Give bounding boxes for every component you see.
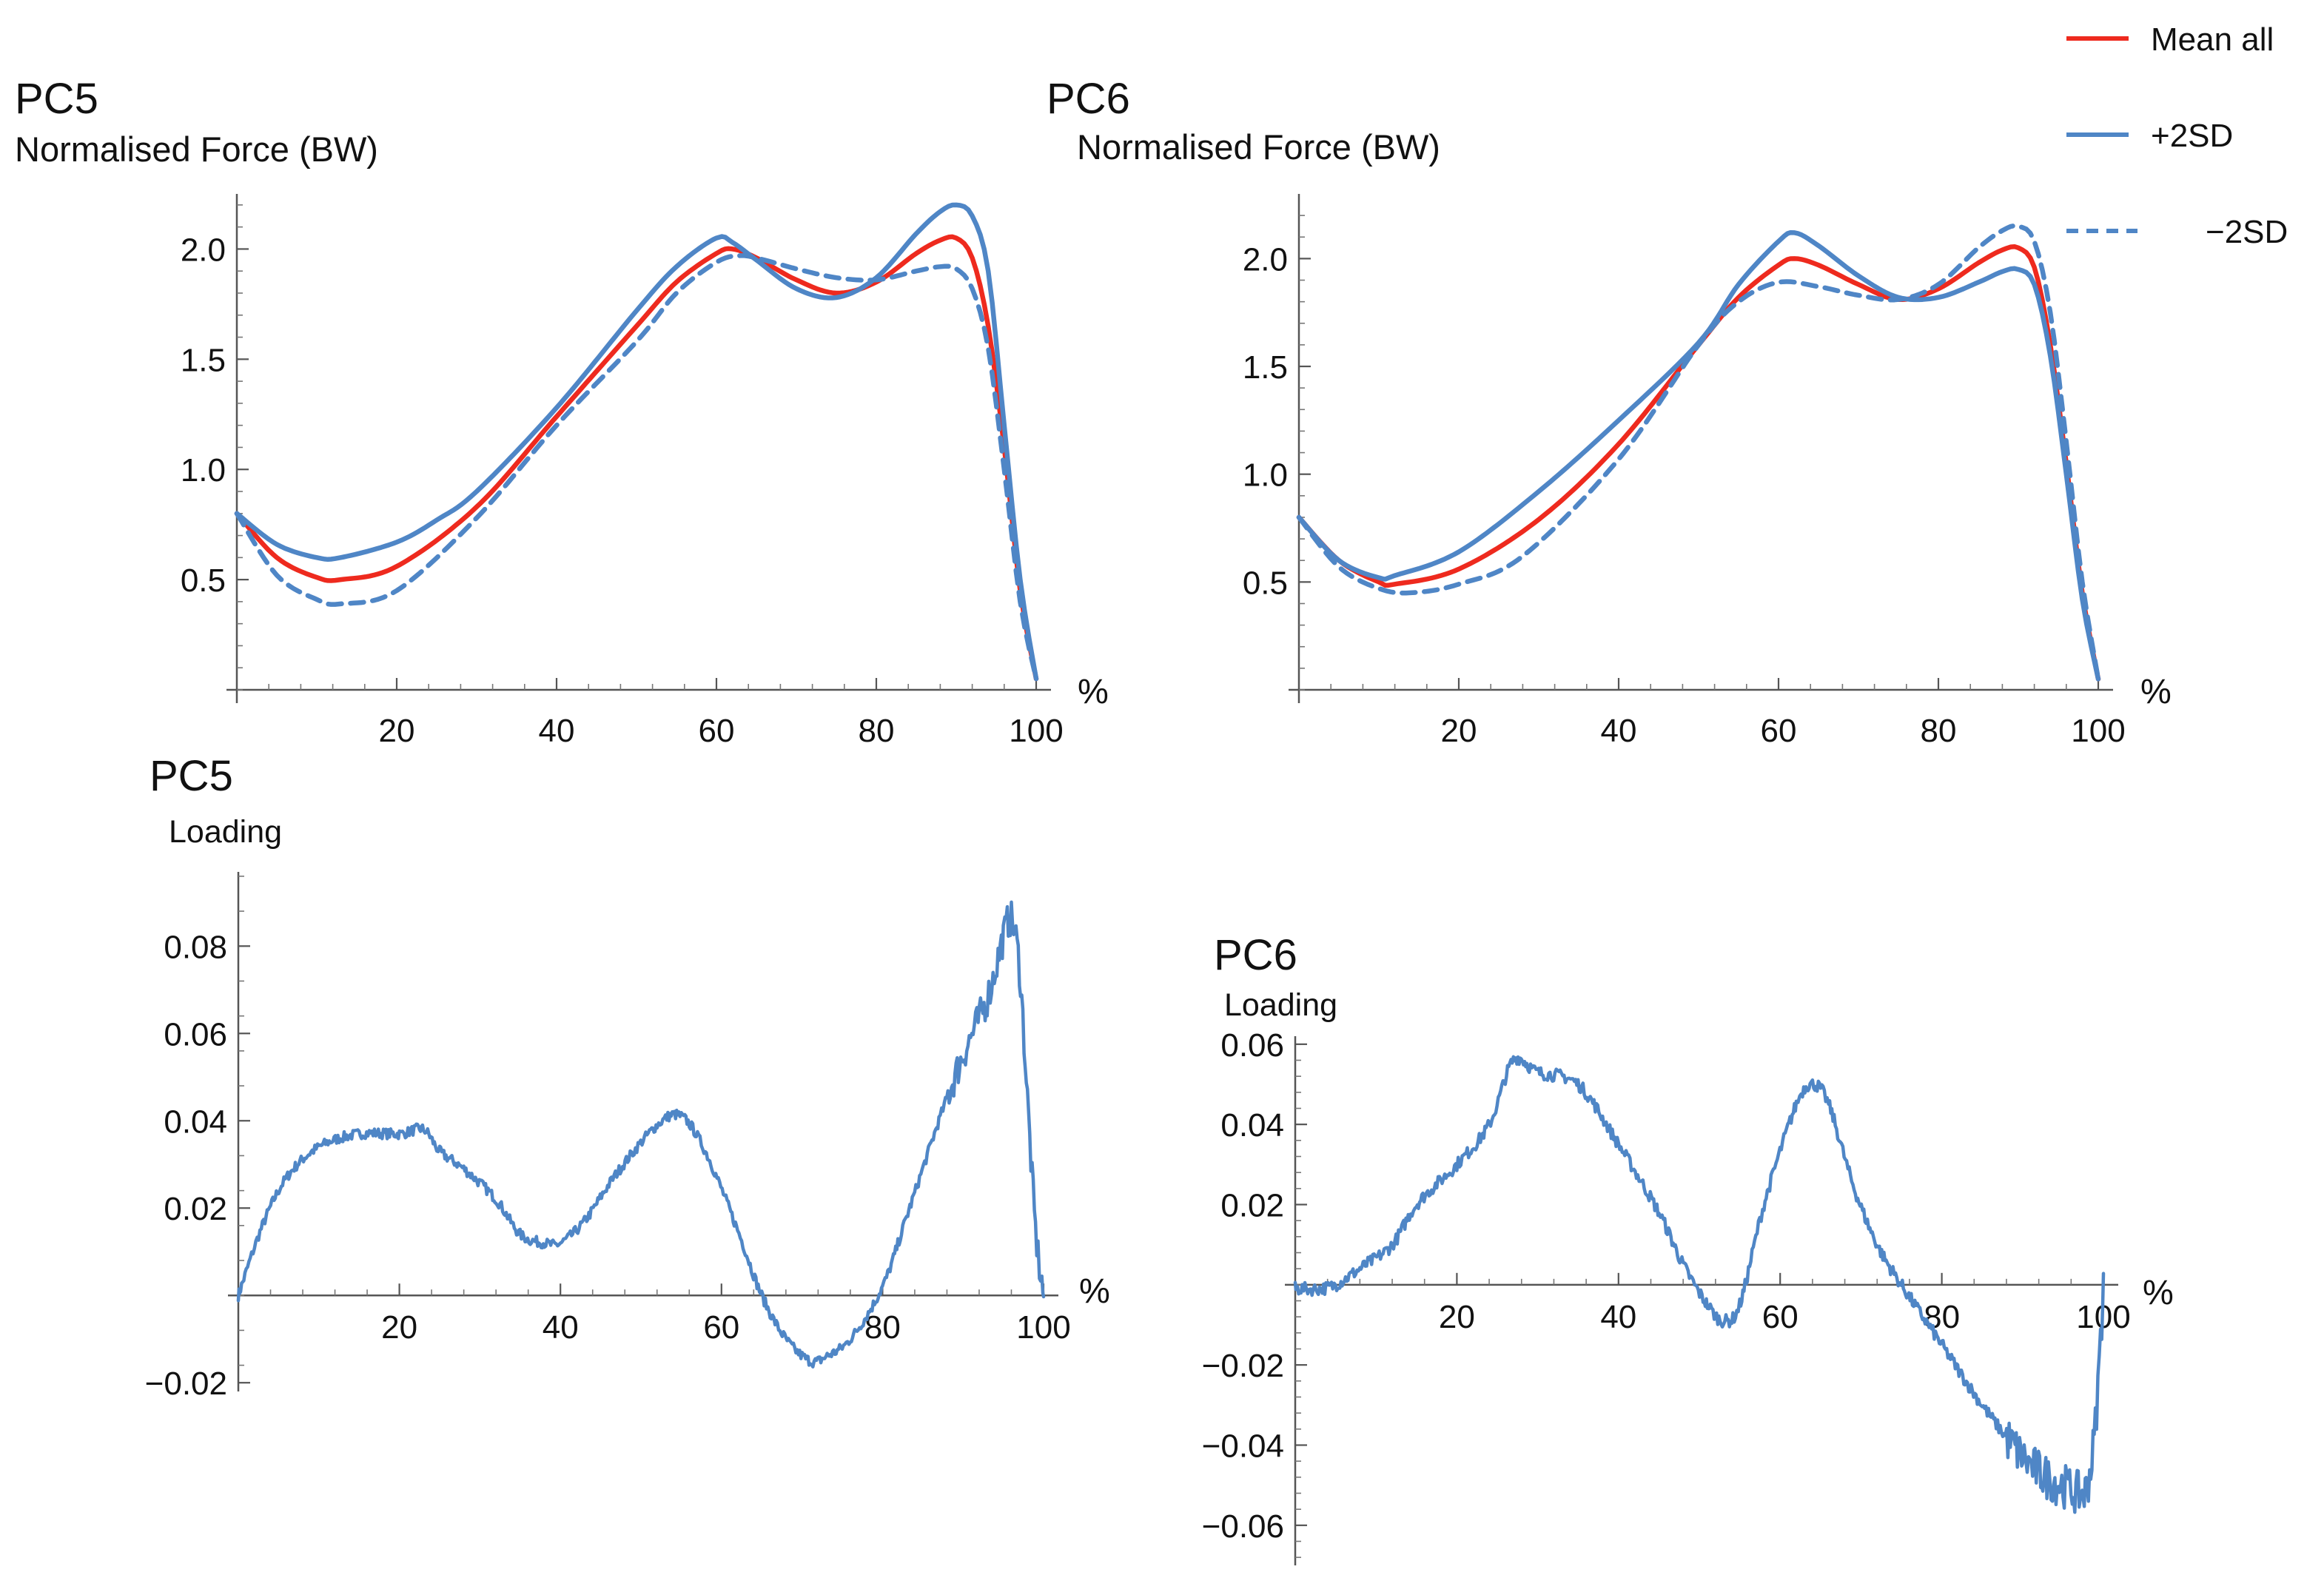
y-tick-label: 1.5: [1243, 349, 1288, 386]
panel-pc6-loading: PC6 Loading % −0.06 −0.04 −0.02 0.02 0.04 0.0…: [1202, 931, 2174, 1565]
x-tick-label: 60: [699, 713, 735, 749]
y-axis-label: Loading: [169, 814, 282, 850]
y-tick-label: −0.02: [1202, 1348, 1284, 1384]
x-tick-label: 100: [1009, 713, 1063, 749]
x-tick-label: 40: [539, 713, 575, 749]
x-tick-label: 60: [1762, 1299, 1799, 1335]
y-tick-label: 0.06: [164, 1016, 227, 1052]
series-line: [236, 900, 1046, 1369]
y-tick-label: −0.06: [1202, 1508, 1284, 1545]
series-line: [234, 253, 1039, 682]
series-line: [234, 202, 1039, 682]
panel-pc6-force: PC6 Normalised Force (BW) % 0.5 1.0 1.5 2.0…: [1047, 75, 2172, 749]
y-tick-label: 1.0: [181, 452, 226, 488]
plot-area: 0.5 1.0 1.5 2.0 20 40 60 80 100: [1243, 194, 2126, 749]
x-tick-label: 40: [543, 1309, 579, 1346]
y-axis-label: Normalised Force (BW): [15, 130, 378, 169]
y-tick-label: −0.04: [1202, 1428, 1284, 1465]
y-tick-label: 2.0: [181, 232, 226, 268]
series-line: [1296, 244, 2101, 682]
y-tick-label: 0.02: [164, 1191, 227, 1227]
y-tick-label: 2.0: [1243, 241, 1288, 278]
legend-label: −2SD: [2206, 214, 2288, 250]
y-tick-label: 1.5: [181, 342, 226, 378]
legend-item-minus-2sd: −2SD: [2066, 214, 2288, 250]
y-tick-label: 0.04: [1220, 1107, 1284, 1144]
legend-label: +2SD: [2151, 118, 2233, 154]
panel-pc5-loading: PC5 Loading % −0.02 0.02 0.04 0.06 0.08 20 40 6…: [145, 752, 1110, 1402]
y-tick-label: 0.06: [1220, 1027, 1284, 1064]
x-tick-label: 80: [1924, 1299, 1960, 1335]
x-tick-label: 20: [381, 1309, 417, 1346]
x-tick-label: 20: [1439, 1299, 1475, 1335]
y-tick-label: 0.04: [164, 1104, 227, 1140]
y-tick-label: −0.02: [145, 1366, 227, 1402]
panel-pc5-force: PC5 Normalised Force (BW) % 0.5 1.0 1.5 2.0…: [15, 75, 1109, 749]
series-line: [1296, 229, 2101, 682]
y-tick-label: 0.5: [1243, 565, 1288, 601]
series-line: [1296, 223, 2101, 682]
x-tick-label: 100: [2071, 713, 2125, 749]
x-tick-label: 80: [864, 1309, 901, 1346]
x-tick-label: 80: [859, 713, 895, 749]
x-tick-label: 40: [1601, 713, 1637, 749]
y-tick-label: 0.5: [181, 563, 226, 599]
y-tick-label: 0.02: [1220, 1188, 1284, 1224]
panel-title: PC5: [150, 752, 233, 800]
x-axis-label: %: [2140, 671, 2172, 711]
x-tick-label: 60: [703, 1309, 739, 1346]
plot-area: −0.02 0.02 0.04 0.06 0.08 20 40 60 80 100: [145, 872, 1071, 1402]
x-tick-label: 40: [1600, 1299, 1636, 1335]
series-line: [234, 234, 1039, 682]
plot-area: 0.5 1.0 1.5 2.0 20 40 60 80 100: [181, 194, 1064, 749]
y-tick-label: 1.0: [1243, 457, 1288, 494]
x-axis-label: %: [2143, 1272, 2174, 1312]
x-tick-label: 20: [1441, 713, 1477, 749]
x-axis-label: %: [1078, 671, 1109, 711]
y-axis-label: Loading: [1224, 987, 1337, 1023]
legend-label: Mean all: [2151, 21, 2274, 58]
x-tick-label: 20: [379, 713, 415, 749]
x-axis-label: %: [1079, 1271, 1110, 1310]
series-line: [1293, 1055, 2106, 1514]
legend-item-mean-all: Mean all: [2066, 21, 2274, 58]
y-axis-label: Normalised Force (BW): [1077, 127, 1440, 167]
panel-title: PC6: [1214, 931, 1297, 979]
legend: Mean all +2SD −2SD: [2066, 21, 2288, 250]
x-tick-label: 100: [1016, 1309, 1070, 1346]
y-tick-label: 0.08: [164, 929, 227, 965]
panel-title: PC6: [1047, 75, 1130, 123]
x-tick-label: 80: [1921, 713, 1957, 749]
panel-title: PC5: [15, 75, 98, 123]
x-tick-label: 60: [1761, 713, 1797, 749]
legend-item-plus-2sd: +2SD: [2066, 118, 2233, 154]
